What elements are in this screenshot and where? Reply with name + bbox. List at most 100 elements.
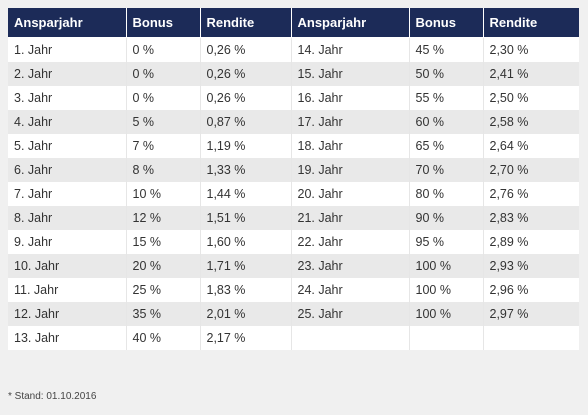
table-header-row: Ansparjahr Bonus Rendite Ansparjahr Bonu… <box>8 8 579 38</box>
cell-rendite-right: 2,96 % <box>482 278 579 302</box>
cell-bonus-left: 5 % <box>125 110 200 134</box>
cell-ansparjahr-left: 5. Jahr <box>8 134 126 158</box>
cell-rendite-right: 2,58 % <box>482 110 579 134</box>
cell-ansparjahr-right: 19. Jahr <box>290 158 409 182</box>
cell-bonus-right: 55 % <box>408 86 483 110</box>
cell-ansparjahr-right: 17. Jahr <box>290 110 409 134</box>
cell-bonus-right: 65 % <box>408 134 483 158</box>
cell-ansparjahr-left: 3. Jahr <box>8 86 126 110</box>
table-row: 7. Jahr 10 % 1,44 % 20. Jahr 80 % 2,76 % <box>8 182 579 206</box>
table-row: 6. Jahr 8 % 1,33 % 19. Jahr 70 % 2,70 % <box>8 158 579 182</box>
table-row: 11. Jahr 25 % 1,83 % 24. Jahr 100 % 2,96 % <box>8 278 579 302</box>
header-bonus-right: Bonus <box>408 8 483 38</box>
cell-rendite-left: 2,01 % <box>199 302 291 326</box>
cell-rendite-right: 2,41 % <box>482 62 579 86</box>
footnote: * Stand: 01.10.2016 <box>8 391 97 402</box>
table-row: 8. Jahr 12 % 1,51 % 21. Jahr 90 % 2,83 % <box>8 206 579 230</box>
cell-ansparjahr-right: 21. Jahr <box>290 206 409 230</box>
cell-bonus-left: 15 % <box>125 230 200 254</box>
cell-ansparjahr-right <box>290 326 409 350</box>
cell-ansparjahr-left: 9. Jahr <box>8 230 126 254</box>
cell-ansparjahr-left: 10. Jahr <box>8 254 126 278</box>
cell-ansparjahr-right: 22. Jahr <box>290 230 409 254</box>
cell-bonus-right: 80 % <box>408 182 483 206</box>
cell-bonus-right: 45 % <box>408 37 483 62</box>
cell-ansparjahr-right: 25. Jahr <box>290 302 409 326</box>
cell-bonus-right: 60 % <box>408 110 483 134</box>
cell-ansparjahr-left: 4. Jahr <box>8 110 126 134</box>
cell-rendite-right: 2,50 % <box>482 86 579 110</box>
cell-rendite-left: 1,33 % <box>199 158 291 182</box>
cell-ansparjahr-left: 6. Jahr <box>8 158 126 182</box>
cell-bonus-left: 20 % <box>125 254 200 278</box>
cell-rendite-left: 1,19 % <box>199 134 291 158</box>
cell-rendite-right: 2,30 % <box>482 37 579 62</box>
table-row: 1. Jahr 0 % 0,26 % 14. Jahr 45 % 2,30 % <box>8 37 579 62</box>
cell-bonus-left: 7 % <box>125 134 200 158</box>
cell-ansparjahr-right: 15. Jahr <box>290 62 409 86</box>
cell-bonus-left: 10 % <box>125 182 200 206</box>
cell-ansparjahr-left: 1. Jahr <box>8 37 126 62</box>
cell-bonus-left: 0 % <box>125 37 200 62</box>
header-rendite-right: Rendite <box>482 8 579 38</box>
cell-rendite-left: 0,26 % <box>199 37 291 62</box>
cell-bonus-left: 8 % <box>125 158 200 182</box>
cell-rendite-left: 1,44 % <box>199 182 291 206</box>
cell-rendite-right: 2,97 % <box>482 302 579 326</box>
cell-rendite-left: 1,51 % <box>199 206 291 230</box>
cell-rendite-right: 2,76 % <box>482 182 579 206</box>
cell-ansparjahr-right: 20. Jahr <box>290 182 409 206</box>
header-ansparjahr-left: Ansparjahr <box>8 8 126 38</box>
cell-ansparjahr-left: 12. Jahr <box>8 302 126 326</box>
cell-bonus-left: 25 % <box>125 278 200 302</box>
cell-bonus-right: 95 % <box>408 230 483 254</box>
cell-ansparjahr-right: 16. Jahr <box>290 86 409 110</box>
cell-ansparjahr-right: 18. Jahr <box>290 134 409 158</box>
cell-rendite-right: 2,93 % <box>482 254 579 278</box>
cell-rendite-right: 2,83 % <box>482 206 579 230</box>
cell-rendite-left: 0,87 % <box>199 110 291 134</box>
table-row: 3. Jahr 0 % 0,26 % 16. Jahr 55 % 2,50 % <box>8 86 579 110</box>
cell-bonus-right: 70 % <box>408 158 483 182</box>
cell-bonus-left: 0 % <box>125 62 200 86</box>
cell-rendite-left: 1,83 % <box>199 278 291 302</box>
cell-ansparjahr-right: 24. Jahr <box>290 278 409 302</box>
cell-bonus-left: 0 % <box>125 86 200 110</box>
cell-bonus-right <box>408 326 483 350</box>
cell-bonus-right: 50 % <box>408 62 483 86</box>
header-rendite-left: Rendite <box>199 8 291 38</box>
cell-bonus-left: 12 % <box>125 206 200 230</box>
cell-bonus-right: 90 % <box>408 206 483 230</box>
table-row: 5. Jahr 7 % 1,19 % 18. Jahr 65 % 2,64 % <box>8 134 579 158</box>
cell-ansparjahr-left: 11. Jahr <box>8 278 126 302</box>
header-bonus-left: Bonus <box>125 8 200 38</box>
table-row: 9. Jahr 15 % 1,60 % 22. Jahr 95 % 2,89 % <box>8 230 579 254</box>
cell-rendite-right: 2,70 % <box>482 158 579 182</box>
cell-bonus-left: 40 % <box>125 326 200 350</box>
cell-bonus-right: 100 % <box>408 278 483 302</box>
cell-rendite-left: 0,26 % <box>199 62 291 86</box>
cell-ansparjahr-left: 13. Jahr <box>8 326 126 350</box>
cell-ansparjahr-right: 23. Jahr <box>290 254 409 278</box>
cell-rendite-right: 2,89 % <box>482 230 579 254</box>
bonus-rendite-table: Ansparjahr Bonus Rendite Ansparjahr Bonu… <box>8 8 579 350</box>
table-body: 1. Jahr 0 % 0,26 % 14. Jahr 45 % 2,30 % 2. Jah… <box>8 37 579 350</box>
table-row: 2. Jahr 0 % 0,26 % 15. Jahr 50 % 2,41 % <box>8 62 579 86</box>
cell-rendite-left: 1,60 % <box>199 230 291 254</box>
cell-ansparjahr-left: 7. Jahr <box>8 182 126 206</box>
cell-ansparjahr-left: 2. Jahr <box>8 62 126 86</box>
cell-bonus-right: 100 % <box>408 302 483 326</box>
cell-bonus-left: 35 % <box>125 302 200 326</box>
cell-rendite-left: 2,17 % <box>199 326 291 350</box>
table-row: 10. Jahr 20 % 1,71 % 23. Jahr 100 % 2,93 % <box>8 254 579 278</box>
cell-bonus-right: 100 % <box>408 254 483 278</box>
table-row: 13. Jahr 40 % 2,17 % <box>8 326 579 350</box>
cell-rendite-left: 1,71 % <box>199 254 291 278</box>
table-row: 4. Jahr 5 % 0,87 % 17. Jahr 60 % 2,58 % <box>8 110 579 134</box>
cell-rendite-right: 2,64 % <box>482 134 579 158</box>
header-ansparjahr-right: Ansparjahr <box>290 8 409 38</box>
cell-ansparjahr-right: 14. Jahr <box>290 37 409 62</box>
table-row: 12. Jahr 35 % 2,01 % 25. Jahr 100 % 2,97 % <box>8 302 579 326</box>
cell-ansparjahr-left: 8. Jahr <box>8 206 126 230</box>
cell-rendite-right <box>482 326 579 350</box>
